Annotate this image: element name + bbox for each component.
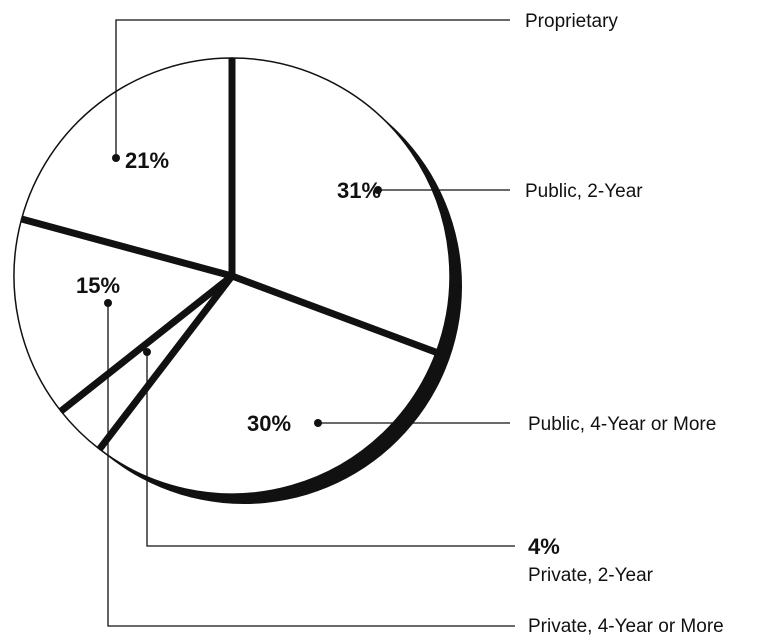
leader-line bbox=[107, 303, 515, 627]
leader-dot bbox=[143, 348, 151, 356]
slice-separator bbox=[20, 215, 233, 280]
leader-dot bbox=[314, 419, 322, 427]
leader-line bbox=[146, 352, 515, 547]
leader-line bbox=[115, 19, 510, 158]
pie-slice bbox=[20, 57, 233, 277]
value-label: 21% bbox=[125, 148, 169, 173]
value-label: 15% bbox=[76, 273, 120, 298]
category-label: Public, 4-Year or More bbox=[528, 414, 716, 435]
value-label: 31% bbox=[337, 178, 381, 203]
slice-separator bbox=[230, 272, 438, 356]
leader-dot bbox=[112, 154, 120, 162]
slice-separator bbox=[58, 273, 235, 414]
leader-dot bbox=[104, 299, 112, 307]
value-label: 4% bbox=[528, 534, 560, 559]
category-label: Proprietary bbox=[525, 11, 618, 32]
slice-separator bbox=[96, 273, 235, 452]
pie-slice bbox=[13, 218, 234, 413]
category-label: Private, 2-Year bbox=[528, 565, 654, 586]
pie-slice bbox=[231, 57, 451, 354]
category-label: Private, 4-Year or More bbox=[528, 616, 724, 636]
value-label: 30% bbox=[247, 411, 291, 436]
leader-dot bbox=[374, 186, 382, 194]
pie-slice bbox=[98, 275, 438, 495]
category-label: Public, 2-Year bbox=[525, 181, 643, 202]
